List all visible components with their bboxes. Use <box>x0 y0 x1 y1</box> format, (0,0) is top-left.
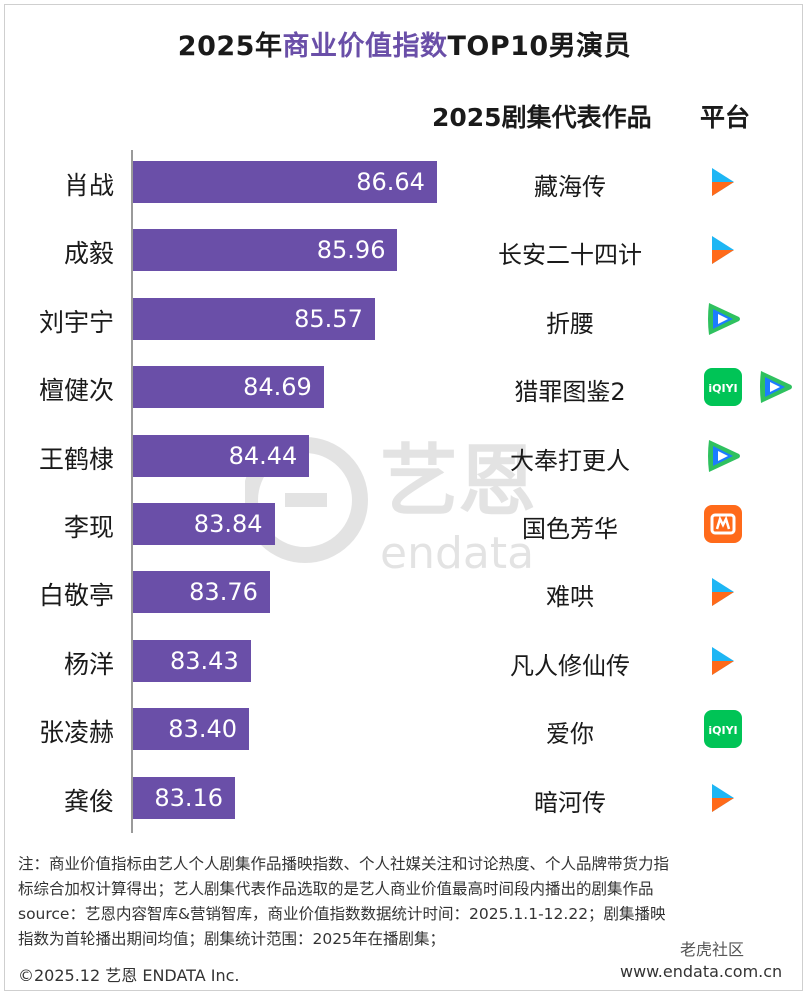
value-label: 85.96 <box>316 236 386 265</box>
svg-text:艺恩: 艺恩 <box>380 437 536 527</box>
actor-name: 李现 <box>63 513 114 542</box>
value-label: 84.44 <box>228 441 298 470</box>
iqiyi-icon: iQIYI <box>703 367 743 407</box>
value-bar <box>133 434 310 477</box>
actor-name: 白敬亭 <box>38 581 114 611</box>
title-top10: TOP10 <box>447 31 549 62</box>
value-bar <box>133 366 324 409</box>
youku-icon <box>703 230 743 270</box>
footnote: 注：商业价值指标由艺人个人剧集作品播映指数、个人社媒关注和讨论热度、个人品牌带货… <box>18 852 794 952</box>
tencent-video-icon <box>755 367 795 407</box>
actor-name: 龚俊 <box>63 786 114 816</box>
actor-name: 王鹤棣 <box>38 444 114 474</box>
representative-work: 大奉打更人 <box>510 446 630 475</box>
value-bar <box>133 571 270 614</box>
value-bar <box>133 639 251 682</box>
youku-icon <box>703 162 743 202</box>
representative-work: 猎罪图鉴2 <box>514 378 626 407</box>
value-label: 83.43 <box>170 646 239 675</box>
works-column-header: 2025剧集代表作品 <box>432 103 652 132</box>
title-suffix: 男演员 <box>548 31 632 62</box>
value-bar <box>133 161 437 203</box>
chart-title: 2025年商业价值指数TOP10男演员 <box>0 24 809 63</box>
value-bar <box>133 297 375 340</box>
footnote-line: 标综合加权计算得出；艺人剧集代表作品选取的是艺人商业价值最高时间段内播出的剧集作… <box>18 880 654 898</box>
actor-name: 檀健次 <box>38 376 114 406</box>
footnote-line: source：艺恩内容智库&营销智库，商业价值指数数据统计时间：2025.1.1… <box>18 905 666 923</box>
title-highlight: 商业价值指数 <box>282 31 448 62</box>
footnote-line: 指数为首轮播出期间均值；剧集统计范围：2025年在播剧集； <box>18 930 445 948</box>
representative-work: 凡人修仙传 <box>510 651 630 680</box>
value-label: 83.16 <box>154 783 224 812</box>
value-label: 83.40 <box>168 715 237 744</box>
value-bar <box>133 503 275 545</box>
svg-text:iQIYI: iQIYI <box>708 724 737 737</box>
actor-name: 刘宇宁 <box>38 307 114 337</box>
tencent-video-icon <box>703 436 743 476</box>
community-tag: 老虎社区 <box>676 936 749 960</box>
youku-icon <box>703 641 743 681</box>
footnote-line: 注：商业价值指标由艺人个人剧集作品播映指数、个人社媒关注和讨论热度、个人品牌带货… <box>18 855 670 873</box>
mango-tv-icon <box>703 504 743 544</box>
representative-work: 暗河传 <box>534 788 606 817</box>
value-label: 84.69 <box>243 373 312 402</box>
value-bar <box>133 229 398 272</box>
platform-column-header: 平台 <box>700 103 751 132</box>
youku-icon <box>703 778 743 818</box>
value-label: 86.64 <box>356 168 425 196</box>
actor-name: 杨洋 <box>63 649 114 679</box>
value-bar <box>133 708 249 751</box>
iqiyi-icon: iQIYI <box>703 709 743 749</box>
copyright: ©2025.12 艺恩 ENDATA Inc. <box>18 966 240 985</box>
actor-name: 肖战 <box>63 171 114 200</box>
representative-work: 爱你 <box>546 720 594 749</box>
y-axis-line <box>131 150 133 833</box>
website-url: www.endata.com.cn <box>620 962 783 981</box>
value-label: 83.84 <box>193 510 263 538</box>
representative-work: 折腰 <box>546 309 594 338</box>
actor-name: 张凌赫 <box>38 718 114 748</box>
tencent-video-icon <box>703 299 743 339</box>
value-label: 83.76 <box>189 578 258 607</box>
svg-text:iQIYI: iQIYI <box>708 382 737 395</box>
title-year: 2025年 <box>177 31 283 62</box>
svg-text:endata: endata <box>380 528 534 579</box>
youku-icon <box>703 572 743 612</box>
representative-work: 长安二十四计 <box>498 241 642 270</box>
value-label: 85.57 <box>294 304 363 333</box>
representative-work: 难哄 <box>546 583 594 612</box>
representative-work: 国色芳华 <box>522 515 618 543</box>
actor-name: 成毅 <box>63 239 114 269</box>
representative-work: 藏海传 <box>534 173 606 201</box>
value-bar <box>133 776 236 819</box>
chart-frame <box>4 4 803 991</box>
